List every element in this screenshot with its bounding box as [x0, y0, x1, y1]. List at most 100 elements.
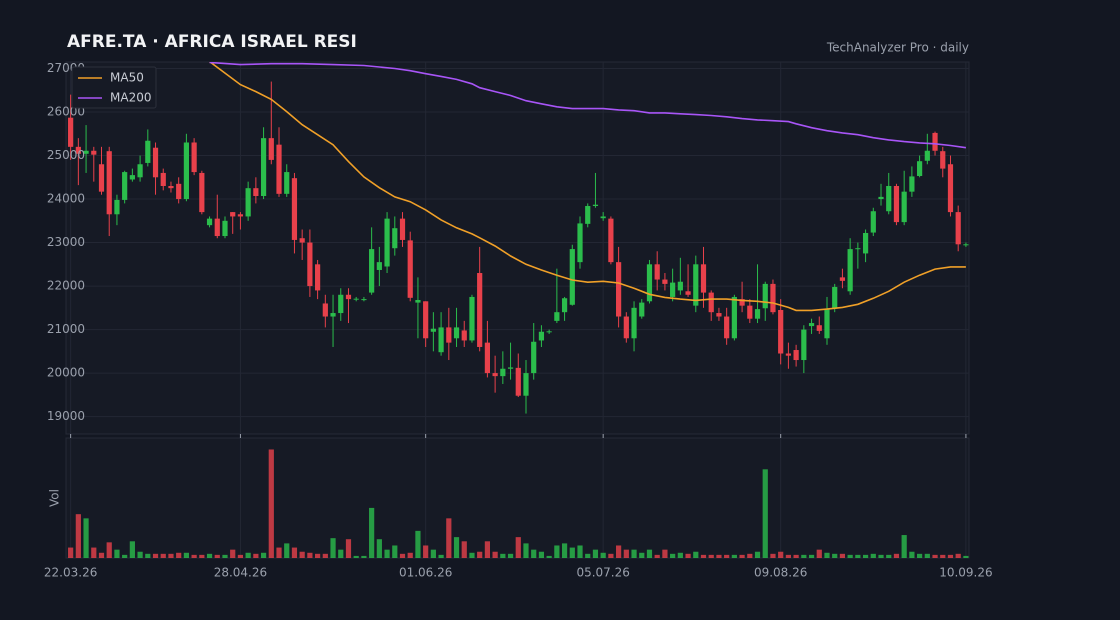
volume-bar [592, 549, 599, 558]
candle-body [145, 140, 151, 163]
candle-body [392, 228, 398, 249]
candle-body [369, 249, 375, 293]
volume-bar [446, 518, 452, 558]
candle-body [561, 298, 568, 313]
volume-bars [68, 449, 969, 558]
candle-body [808, 323, 815, 327]
candle-body [700, 264, 707, 293]
moving-averages [209, 62, 967, 312]
candle-body [122, 172, 128, 200]
candle-body [338, 294, 344, 314]
candle-body [430, 328, 436, 332]
candle-body [546, 331, 552, 333]
candle-body [183, 142, 189, 200]
candle-body [260, 138, 267, 197]
volume-bar [870, 553, 876, 558]
candle-body [245, 188, 251, 217]
volume-bar [793, 554, 799, 558]
volume-bar [886, 554, 892, 558]
volume-bar [260, 552, 267, 558]
volume-bar [762, 469, 768, 558]
chart-title: AFRE.TA · AFRICA ISRAEL RESI [67, 32, 357, 52]
x-tick-label: 01.06.26 [399, 566, 452, 580]
candle-body [708, 292, 714, 313]
candle-body [631, 307, 637, 339]
candle-body [345, 294, 352, 300]
candle-body [878, 196, 884, 200]
y-tick-label: 25000 [47, 148, 85, 162]
candle-body [955, 212, 961, 245]
volume-bar [237, 554, 244, 558]
candle-body [569, 249, 575, 305]
candle-body [909, 176, 915, 192]
volume-bar [909, 551, 915, 558]
volume-bar [708, 554, 714, 558]
candle-body [322, 303, 328, 317]
volume-bar [484, 541, 490, 558]
candle-body [940, 151, 946, 169]
volume-bar [315, 553, 321, 558]
volume-bar [808, 554, 815, 558]
volume-bar [554, 545, 560, 558]
volume-bar [83, 518, 89, 558]
volume-bar [106, 542, 112, 558]
volume-bar [685, 553, 691, 558]
volume-bar [724, 554, 730, 558]
candle-body [901, 191, 907, 223]
volume-bar [361, 555, 367, 558]
candle-body [214, 218, 220, 237]
candle-body [785, 353, 791, 356]
candle-body [114, 199, 120, 215]
candle-body [253, 188, 259, 197]
candle-body [438, 327, 444, 353]
volume-bar [183, 552, 189, 558]
volume-bar [561, 543, 568, 558]
volume-bar [152, 553, 159, 558]
volume-bar [407, 552, 413, 558]
volume-bar [245, 552, 251, 558]
x-tick-label: 09.08.26 [754, 566, 807, 580]
axis-labels: 1900020000210002200023000240002500026000… [44, 61, 993, 579]
candle-body [646, 264, 653, 302]
volume-bar [639, 552, 645, 558]
volume-bar [330, 538, 336, 558]
legend-label: MA50 [110, 71, 144, 85]
volume-bar [430, 549, 436, 558]
candle-body [384, 218, 390, 267]
candle-body [724, 316, 730, 339]
volume-bar [670, 553, 676, 558]
candles [68, 81, 969, 414]
candle-body [507, 367, 514, 369]
candle-body [793, 350, 799, 361]
volume-bar [801, 554, 807, 558]
candle-body [515, 367, 521, 396]
candle-body [446, 327, 452, 343]
candle-body [893, 186, 900, 223]
candle-body [731, 296, 737, 339]
candle-body [353, 298, 359, 300]
candle-body [747, 305, 753, 319]
candle-body [778, 310, 784, 354]
volume-bar [662, 549, 668, 558]
candle-body [754, 309, 761, 319]
volume-bar [129, 541, 135, 558]
volume-bar [268, 449, 274, 558]
volume-bar [862, 554, 869, 558]
volume-bar [253, 553, 259, 558]
candle-body [639, 302, 645, 317]
volume-bar [345, 539, 352, 558]
volume-bar [878, 554, 884, 558]
volume-bar [832, 553, 838, 558]
volume-bar [839, 553, 846, 558]
candle-body [492, 373, 498, 377]
candle-body [237, 214, 244, 217]
volume-bar [98, 552, 105, 558]
candle-body [330, 313, 336, 317]
volume-bar [176, 552, 182, 558]
volume-bar [739, 554, 745, 558]
volume-bar [731, 554, 737, 558]
volume-bar [137, 551, 143, 558]
ma-line [209, 62, 966, 312]
candle-body [423, 301, 429, 339]
candle-body [608, 218, 614, 263]
